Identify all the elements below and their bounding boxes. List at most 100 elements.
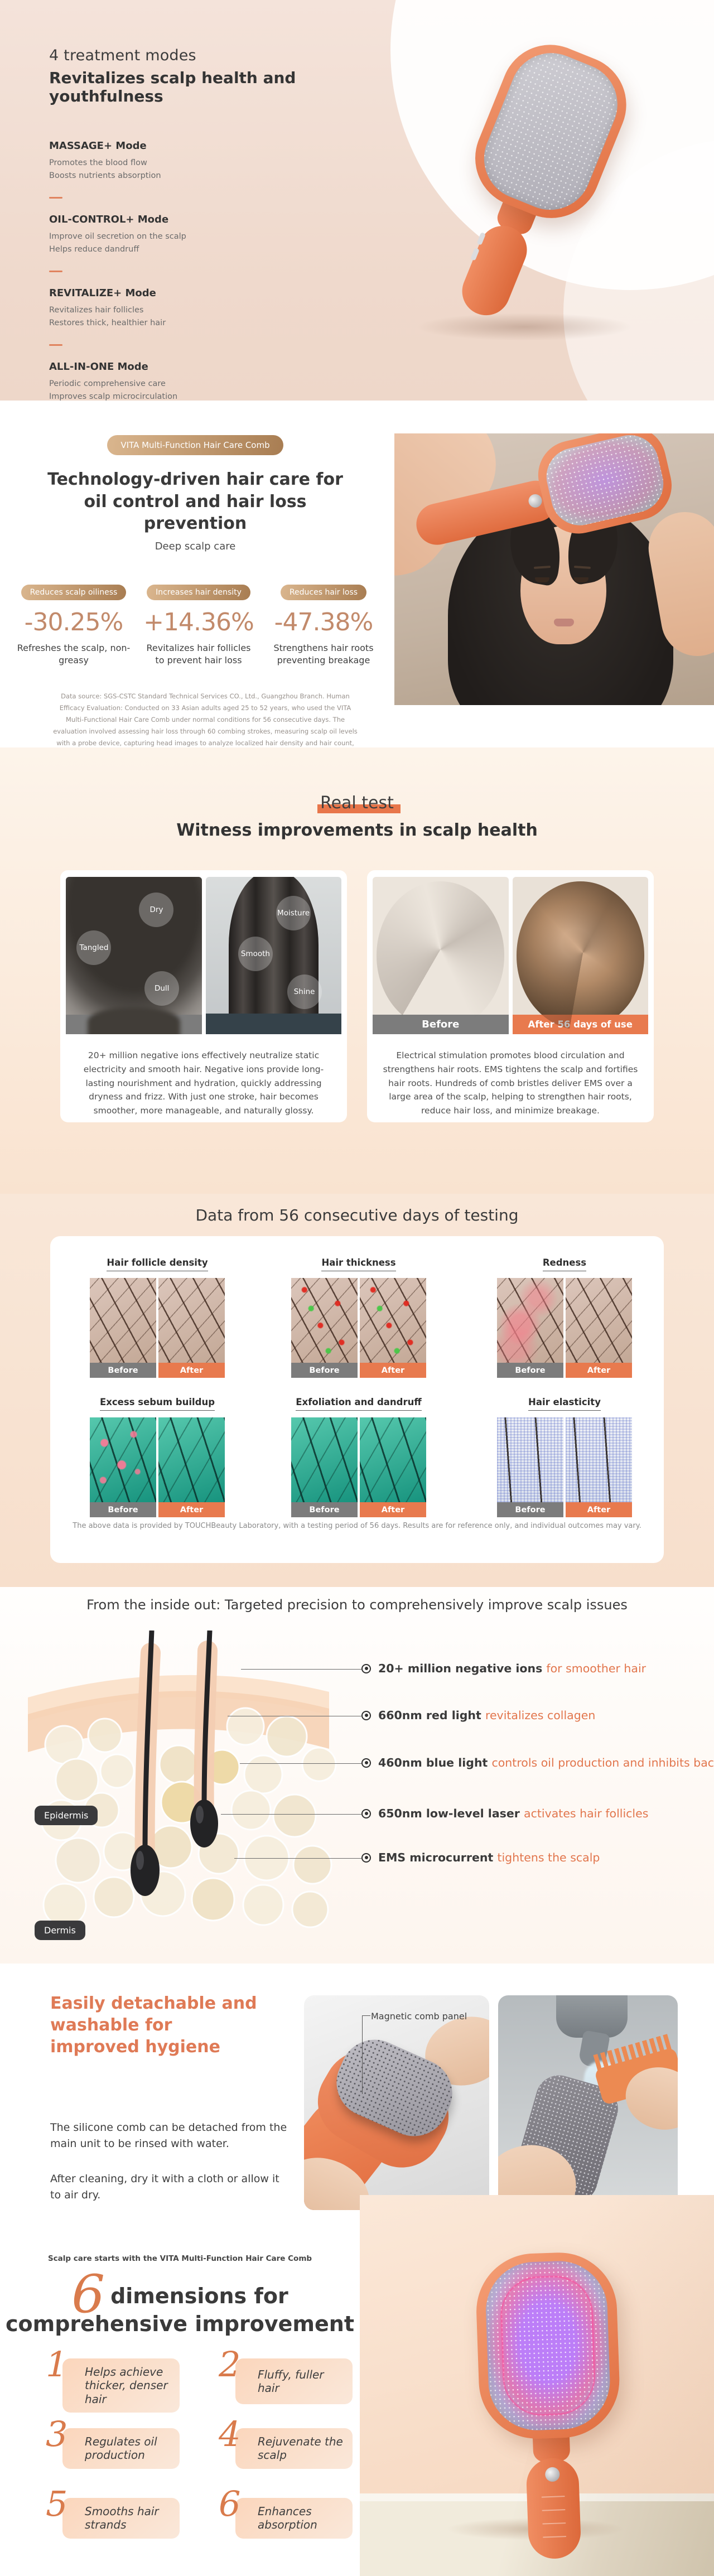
- faucet: [556, 1995, 628, 2038]
- stat-oiliness: Reduces scalp oiliness -30.25% Refreshes…: [16, 585, 132, 666]
- connector-line: [241, 1669, 361, 1670]
- data-56-section: Data from 56 consecutive days of testing…: [0, 1194, 714, 1587]
- lab-note: The above data is provided by TOUCHBeaut…: [73, 1522, 641, 1530]
- stat-value: -47.38%: [274, 608, 374, 636]
- real-test-title: Witness improvements in scalp health: [176, 821, 538, 840]
- hair-comparison-card: Dry Tangled Dull Before Moisture Smooth …: [60, 870, 347, 1122]
- micro-photo-after: After: [360, 1278, 426, 1378]
- mode-item: MASSAGE+ Mode Promotes the blood flow Bo…: [49, 140, 384, 183]
- mode-desc: Promotes the blood flow: [49, 158, 147, 167]
- dimension-item-6: 6 Enhances absorption: [219, 2483, 353, 2539]
- mode-name: ALL-IN-ONE Mode: [49, 360, 148, 373]
- power-button: [544, 2467, 560, 2482]
- feature-bullet-ions: 20+ million negative ions for smoother h…: [361, 1662, 646, 1675]
- magnetic-panel-label: Magnetic comb panel: [371, 2011, 467, 2022]
- mode-item: REVITALIZE+ Mode Revitalizes hair follic…: [49, 287, 384, 330]
- comb-led-pad: [484, 2259, 612, 2432]
- technology-section: VITA Multi-Function Hair Care Comb Techn…: [0, 401, 714, 747]
- washable-section: Easily detachable and washable for impro…: [0, 1964, 714, 2223]
- model-eye: [535, 577, 549, 582]
- panel-hair-thickness: Hair thickness Before After: [272, 1257, 445, 1378]
- hair-issue-bubble: Dull: [144, 971, 180, 1006]
- panel-follicle-density: Hair follicle density Before After: [71, 1257, 244, 1378]
- product-badge: VITA Multi-Function Hair Care Comb: [107, 435, 283, 455]
- hero-title-line1: 4 treatment modes: [49, 47, 196, 64]
- mode-desc: Boosts nutrients absorption: [49, 171, 161, 181]
- micro-photo-before: Before: [497, 1278, 563, 1378]
- mode-desc: Restores thick, healthier hair: [49, 319, 166, 328]
- stat-desc: Revitalizes hair follicles to prevent ha…: [146, 643, 251, 665]
- scalp-comparison-caption: Electrical stimulation promotes blood ci…: [383, 1050, 638, 1116]
- mode-desc: Improve oil secretion on the scalp: [49, 231, 186, 241]
- target-bullet-icon: [361, 1710, 371, 1720]
- highlight-bar: [317, 804, 401, 813]
- test-disclaimer: Data source: SGS-CSTC Standard Technical…: [53, 692, 358, 747]
- washable-paragraph-1: The silicone comb can be detached from t…: [50, 2121, 287, 2150]
- hair-issue-bubble: Tangled: [76, 930, 112, 965]
- micro-photo-before: Before: [497, 1417, 563, 1517]
- hair-benefit-bubble: Smooth: [238, 937, 273, 972]
- product-photo-final: [360, 2195, 714, 2576]
- micro-photo-after: After: [158, 1417, 225, 1517]
- panel-dandruff: Exfoliation and dandruff Before After: [272, 1397, 445, 1517]
- target-bullet-icon: [361, 1758, 371, 1768]
- before-hair-photo: Dry Tangled Dull Before: [66, 877, 202, 1034]
- washable-title: Easily detachable and washable for impro…: [50, 1994, 257, 2057]
- after-scalp-photo: After 56 days of use: [512, 877, 648, 1034]
- stat-density: Increases hair density +14.36% Revitaliz…: [141, 585, 257, 666]
- after-hair-photo: Moisture Smooth Shine After a few second…: [205, 877, 341, 1034]
- target-bullet-icon: [361, 1853, 371, 1863]
- panel-redness: Redness Before After: [478, 1257, 651, 1378]
- after-label-bar: After 56 days of use: [512, 1015, 648, 1034]
- micro-photo-after: After: [360, 1417, 426, 1517]
- detach-photo: Magnetic comb panel: [304, 1995, 489, 2210]
- connector-line: [234, 1858, 361, 1859]
- before-label-bar: Before: [66, 1015, 202, 1034]
- mode-marking: [542, 2522, 566, 2525]
- feature-bullet-blue-light: 460nm blue light controls oil production…: [361, 1756, 714, 1769]
- dimension-item-5: 5 Smooths hair strands: [46, 2483, 180, 2539]
- divider-dash: [49, 196, 62, 199]
- mode-desc: Improves scalp microcirculation: [49, 392, 178, 401]
- technology-subtitle: Deep scalp care: [155, 540, 236, 552]
- mode-item: OIL-CONTROL+ Mode Improve oil secretion …: [49, 214, 384, 257]
- before-label-bar: Before: [373, 1015, 509, 1034]
- micro-photo-before: Before: [90, 1417, 156, 1517]
- model-photo: [394, 433, 714, 705]
- hero-section: 4 treatment modes Revitalizes scalp heal…: [0, 0, 714, 401]
- dimensions-heading: 6 dimensions for comprehensive improvemen…: [5, 2264, 355, 2336]
- epidermis-label: Epidermis: [35, 1806, 98, 1825]
- real-test-section: Real test Witness improvements in scalp …: [0, 747, 714, 1194]
- dermis-label: Dermis: [35, 1921, 85, 1940]
- model-lips: [554, 619, 574, 626]
- real-test-highlight: Real test: [317, 793, 401, 813]
- micro-photo-before: Before: [291, 1278, 358, 1378]
- stat-value: -30.25%: [24, 608, 124, 636]
- hero-title-line2: Revitalizes scalp health and youthfulnes…: [49, 69, 296, 105]
- hair-comparison-caption: 20+ million negative ions effectively ne…: [83, 1050, 324, 1116]
- mode-marking: [542, 2509, 566, 2511]
- stat-desc: Refreshes the scalp, non-greasy: [17, 643, 131, 665]
- inside-out-title: From the inside out: Targeted precision …: [86, 1597, 628, 1613]
- stats-row: Reduces scalp oiliness -30.25% Refreshes…: [16, 585, 382, 666]
- data-56-title: Data from 56 consecutive days of testing: [195, 1206, 519, 1224]
- stat-label: Reduces scalp oiliness: [21, 585, 127, 600]
- led-comb-image: [470, 2250, 630, 2560]
- stat-hair-loss: Reduces hair loss -47.38% Strengthens ha…: [266, 585, 382, 666]
- stat-desc: Strengthens hair roots preventing breaka…: [273, 643, 374, 665]
- comb-handle: [412, 476, 561, 549]
- mode-name: REVITALIZE+ Mode: [49, 287, 156, 299]
- washable-paragraph-2: After cleaning, dry it with a cloth or a…: [50, 2173, 279, 2201]
- comb-side-button: [470, 247, 480, 261]
- micro-photo-after: After: [158, 1278, 225, 1378]
- model-eye: [574, 577, 588, 582]
- panel-sebum: Excess sebum buildup Before After: [71, 1397, 244, 1517]
- inside-out-section: From the inside out: Targeted precision …: [0, 1587, 714, 1964]
- comb-side-button: [476, 232, 486, 245]
- stat-value: +14.36%: [143, 608, 254, 636]
- panel-elasticity: Hair elasticity Before After: [478, 1397, 651, 1517]
- mode-desc: Helps reduce dandruff: [49, 245, 139, 254]
- feature-bullet-laser: 650nm low-level laser activates hair fol…: [361, 1807, 648, 1820]
- mode-list: MASSAGE+ Mode Promotes the blood flow Bo…: [49, 140, 384, 401]
